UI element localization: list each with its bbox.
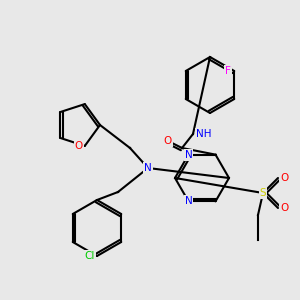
Text: F: F: [225, 66, 231, 76]
Text: Cl: Cl: [85, 251, 95, 261]
Text: NH: NH: [196, 129, 212, 139]
Text: O: O: [74, 141, 83, 151]
Text: N: N: [144, 163, 152, 173]
Text: O: O: [164, 136, 172, 146]
Text: N: N: [184, 150, 192, 160]
Text: O: O: [280, 173, 288, 183]
Text: O: O: [280, 203, 288, 213]
Text: N: N: [184, 196, 192, 206]
Text: S: S: [260, 188, 266, 198]
